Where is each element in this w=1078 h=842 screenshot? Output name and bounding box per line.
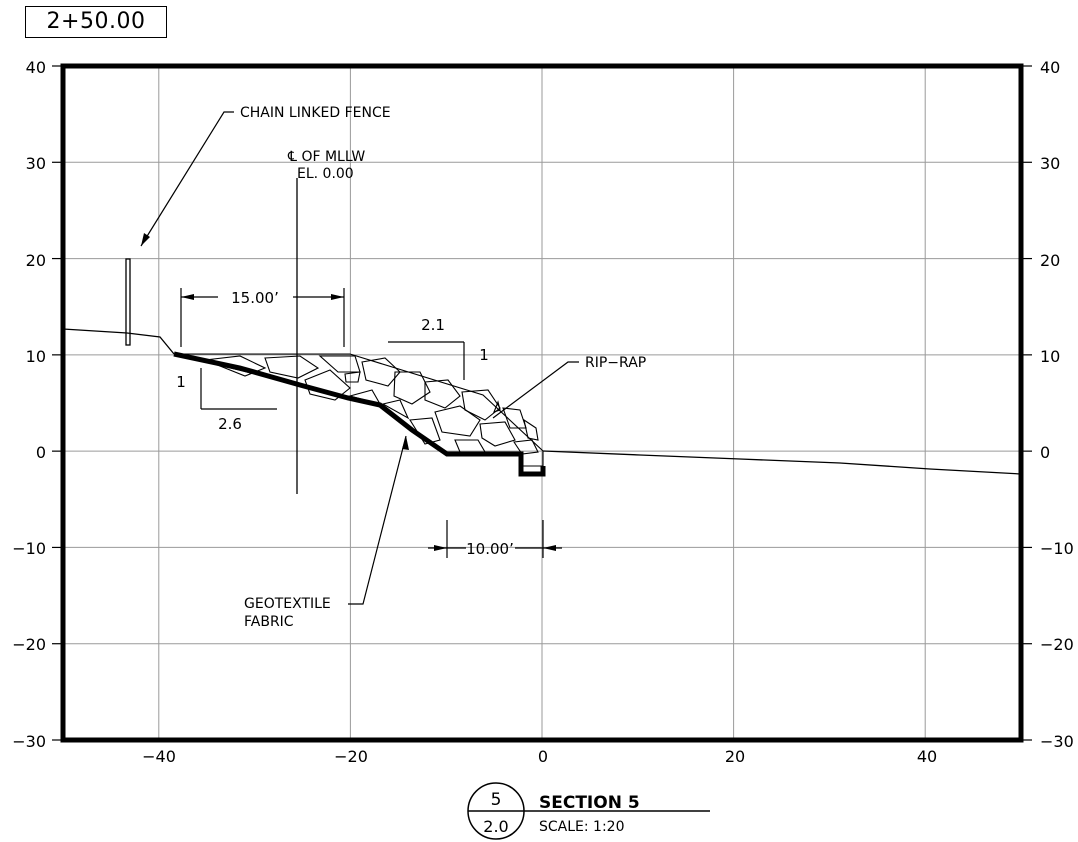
dim-15-label: 15.00’ xyxy=(231,289,279,307)
riprap-mass xyxy=(173,353,544,467)
fence-label: CHAIN LINKED FENCE xyxy=(240,105,391,121)
centerline-label: ℄ OF MLLW xyxy=(287,149,365,165)
fence-leader xyxy=(140,111,234,247)
geotextile-leader xyxy=(348,435,407,605)
y-tick-right: −30 xyxy=(1040,732,1074,751)
y-tick-left: −10 xyxy=(12,539,46,558)
section-scale: SCALE: 1:20 xyxy=(539,819,625,835)
y-tick-left: 20 xyxy=(26,251,46,270)
geotextile-fabric xyxy=(173,351,546,477)
annotations: CHAIN LINKED FENCE ℄ OF MLLW EL. 0.00 15… xyxy=(176,105,646,630)
y-tick-right: −10 xyxy=(1040,539,1074,558)
riprap-label: RIP−RAP xyxy=(585,355,646,371)
y-axis-left: 40 30 20 10 0 −10 −20 −30 xyxy=(12,58,46,751)
y-tick-left: 30 xyxy=(26,154,46,173)
rock-stones xyxy=(204,355,539,455)
y-tick-right: 30 xyxy=(1040,154,1060,173)
x-tick: 0 xyxy=(538,747,548,766)
x-tick: 40 xyxy=(917,747,937,766)
fence-post xyxy=(125,258,131,346)
sheet-number: 2.0 xyxy=(483,817,508,836)
section-number: 5 xyxy=(491,790,502,810)
x-tick: 20 xyxy=(725,747,745,766)
slope-left-rise: 1 xyxy=(176,373,186,391)
y-tick-right: 10 xyxy=(1040,347,1060,366)
y-tick-left: 10 xyxy=(26,347,46,366)
riprap-leader xyxy=(492,361,579,419)
leader-arrows xyxy=(141,233,409,450)
fence xyxy=(125,258,131,346)
y-tick-right: −20 xyxy=(1040,635,1074,654)
y-axis-ticks xyxy=(52,65,1032,741)
grid xyxy=(63,66,1021,740)
ground-right-line xyxy=(542,450,1022,475)
plot-frame xyxy=(60,63,1024,743)
slope-left-run: 2.6 xyxy=(218,415,242,433)
x-axis: −40 −20 0 20 40 xyxy=(142,747,937,766)
y-axis-right: 40 30 20 10 0 −10 −20 −30 xyxy=(1040,58,1074,751)
geotextile-label: GEOTEXTILE xyxy=(244,596,331,612)
ground-left-line xyxy=(62,328,175,355)
section-title-block: 5 2.0 SECTION 5 SCALE: 1:20 xyxy=(467,782,710,840)
y-tick-right: 40 xyxy=(1040,58,1060,77)
station-label: 2+50.00 xyxy=(25,6,167,38)
slope-right-run: 2.1 xyxy=(421,316,445,334)
dim-10-label: 10.00’ xyxy=(466,540,514,558)
y-tick-left: 0 xyxy=(36,443,46,462)
geotextile-line xyxy=(173,351,546,477)
y-tick-left: −30 xyxy=(12,732,46,751)
x-tick: −20 xyxy=(334,747,368,766)
y-tick-left: 40 xyxy=(26,58,46,77)
centerline-elevation: EL. 0.00 xyxy=(297,166,354,182)
riprap-outline xyxy=(173,353,544,467)
section-title: SECTION 5 xyxy=(539,793,640,813)
x-tick: −40 xyxy=(142,747,176,766)
leader-lines xyxy=(140,111,579,605)
slope-right-rise: 1 xyxy=(479,346,489,364)
dimension-arrows xyxy=(181,294,556,551)
y-tick-left: −20 xyxy=(12,635,46,654)
ground-profile xyxy=(62,328,1022,475)
y-tick-right: 0 xyxy=(1040,443,1050,462)
y-tick-right: 20 xyxy=(1040,251,1060,270)
fabric-label: FABRIC xyxy=(244,614,294,630)
